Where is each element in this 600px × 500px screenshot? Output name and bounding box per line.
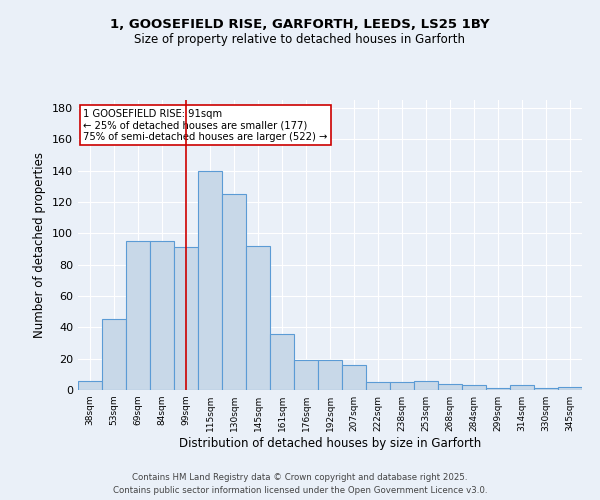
Text: Contains public sector information licensed under the Open Government Licence v3: Contains public sector information licen… (113, 486, 487, 495)
Bar (558, 387, 582, 390)
X-axis label: Distribution of detached houses by size in Garforth: Distribution of detached houses by size … (179, 437, 481, 450)
Bar (414, 380, 438, 390)
Bar (342, 365, 366, 390)
Bar (294, 360, 318, 390)
Bar (270, 334, 294, 390)
Bar (534, 388, 558, 390)
Bar (318, 360, 342, 390)
Bar (462, 386, 486, 390)
Bar (510, 386, 534, 390)
Bar (78, 380, 102, 390)
Bar (390, 382, 414, 390)
Bar (222, 194, 246, 390)
Text: 1 GOOSEFIELD RISE: 91sqm
← 25% of detached houses are smaller (177)
75% of semi-: 1 GOOSEFIELD RISE: 91sqm ← 25% of detach… (83, 108, 328, 142)
Text: 1, GOOSEFIELD RISE, GARFORTH, LEEDS, LS25 1BY: 1, GOOSEFIELD RISE, GARFORTH, LEEDS, LS2… (110, 18, 490, 30)
Bar (486, 388, 510, 390)
Bar (102, 320, 126, 390)
Bar (198, 170, 222, 390)
Bar (246, 246, 270, 390)
Bar (126, 241, 150, 390)
Text: Size of property relative to detached houses in Garforth: Size of property relative to detached ho… (134, 32, 466, 46)
Bar (150, 241, 174, 390)
Y-axis label: Number of detached properties: Number of detached properties (34, 152, 46, 338)
Bar (366, 382, 390, 390)
Text: Contains HM Land Registry data © Crown copyright and database right 2025.: Contains HM Land Registry data © Crown c… (132, 474, 468, 482)
Bar (174, 248, 198, 390)
Bar (438, 384, 462, 390)
